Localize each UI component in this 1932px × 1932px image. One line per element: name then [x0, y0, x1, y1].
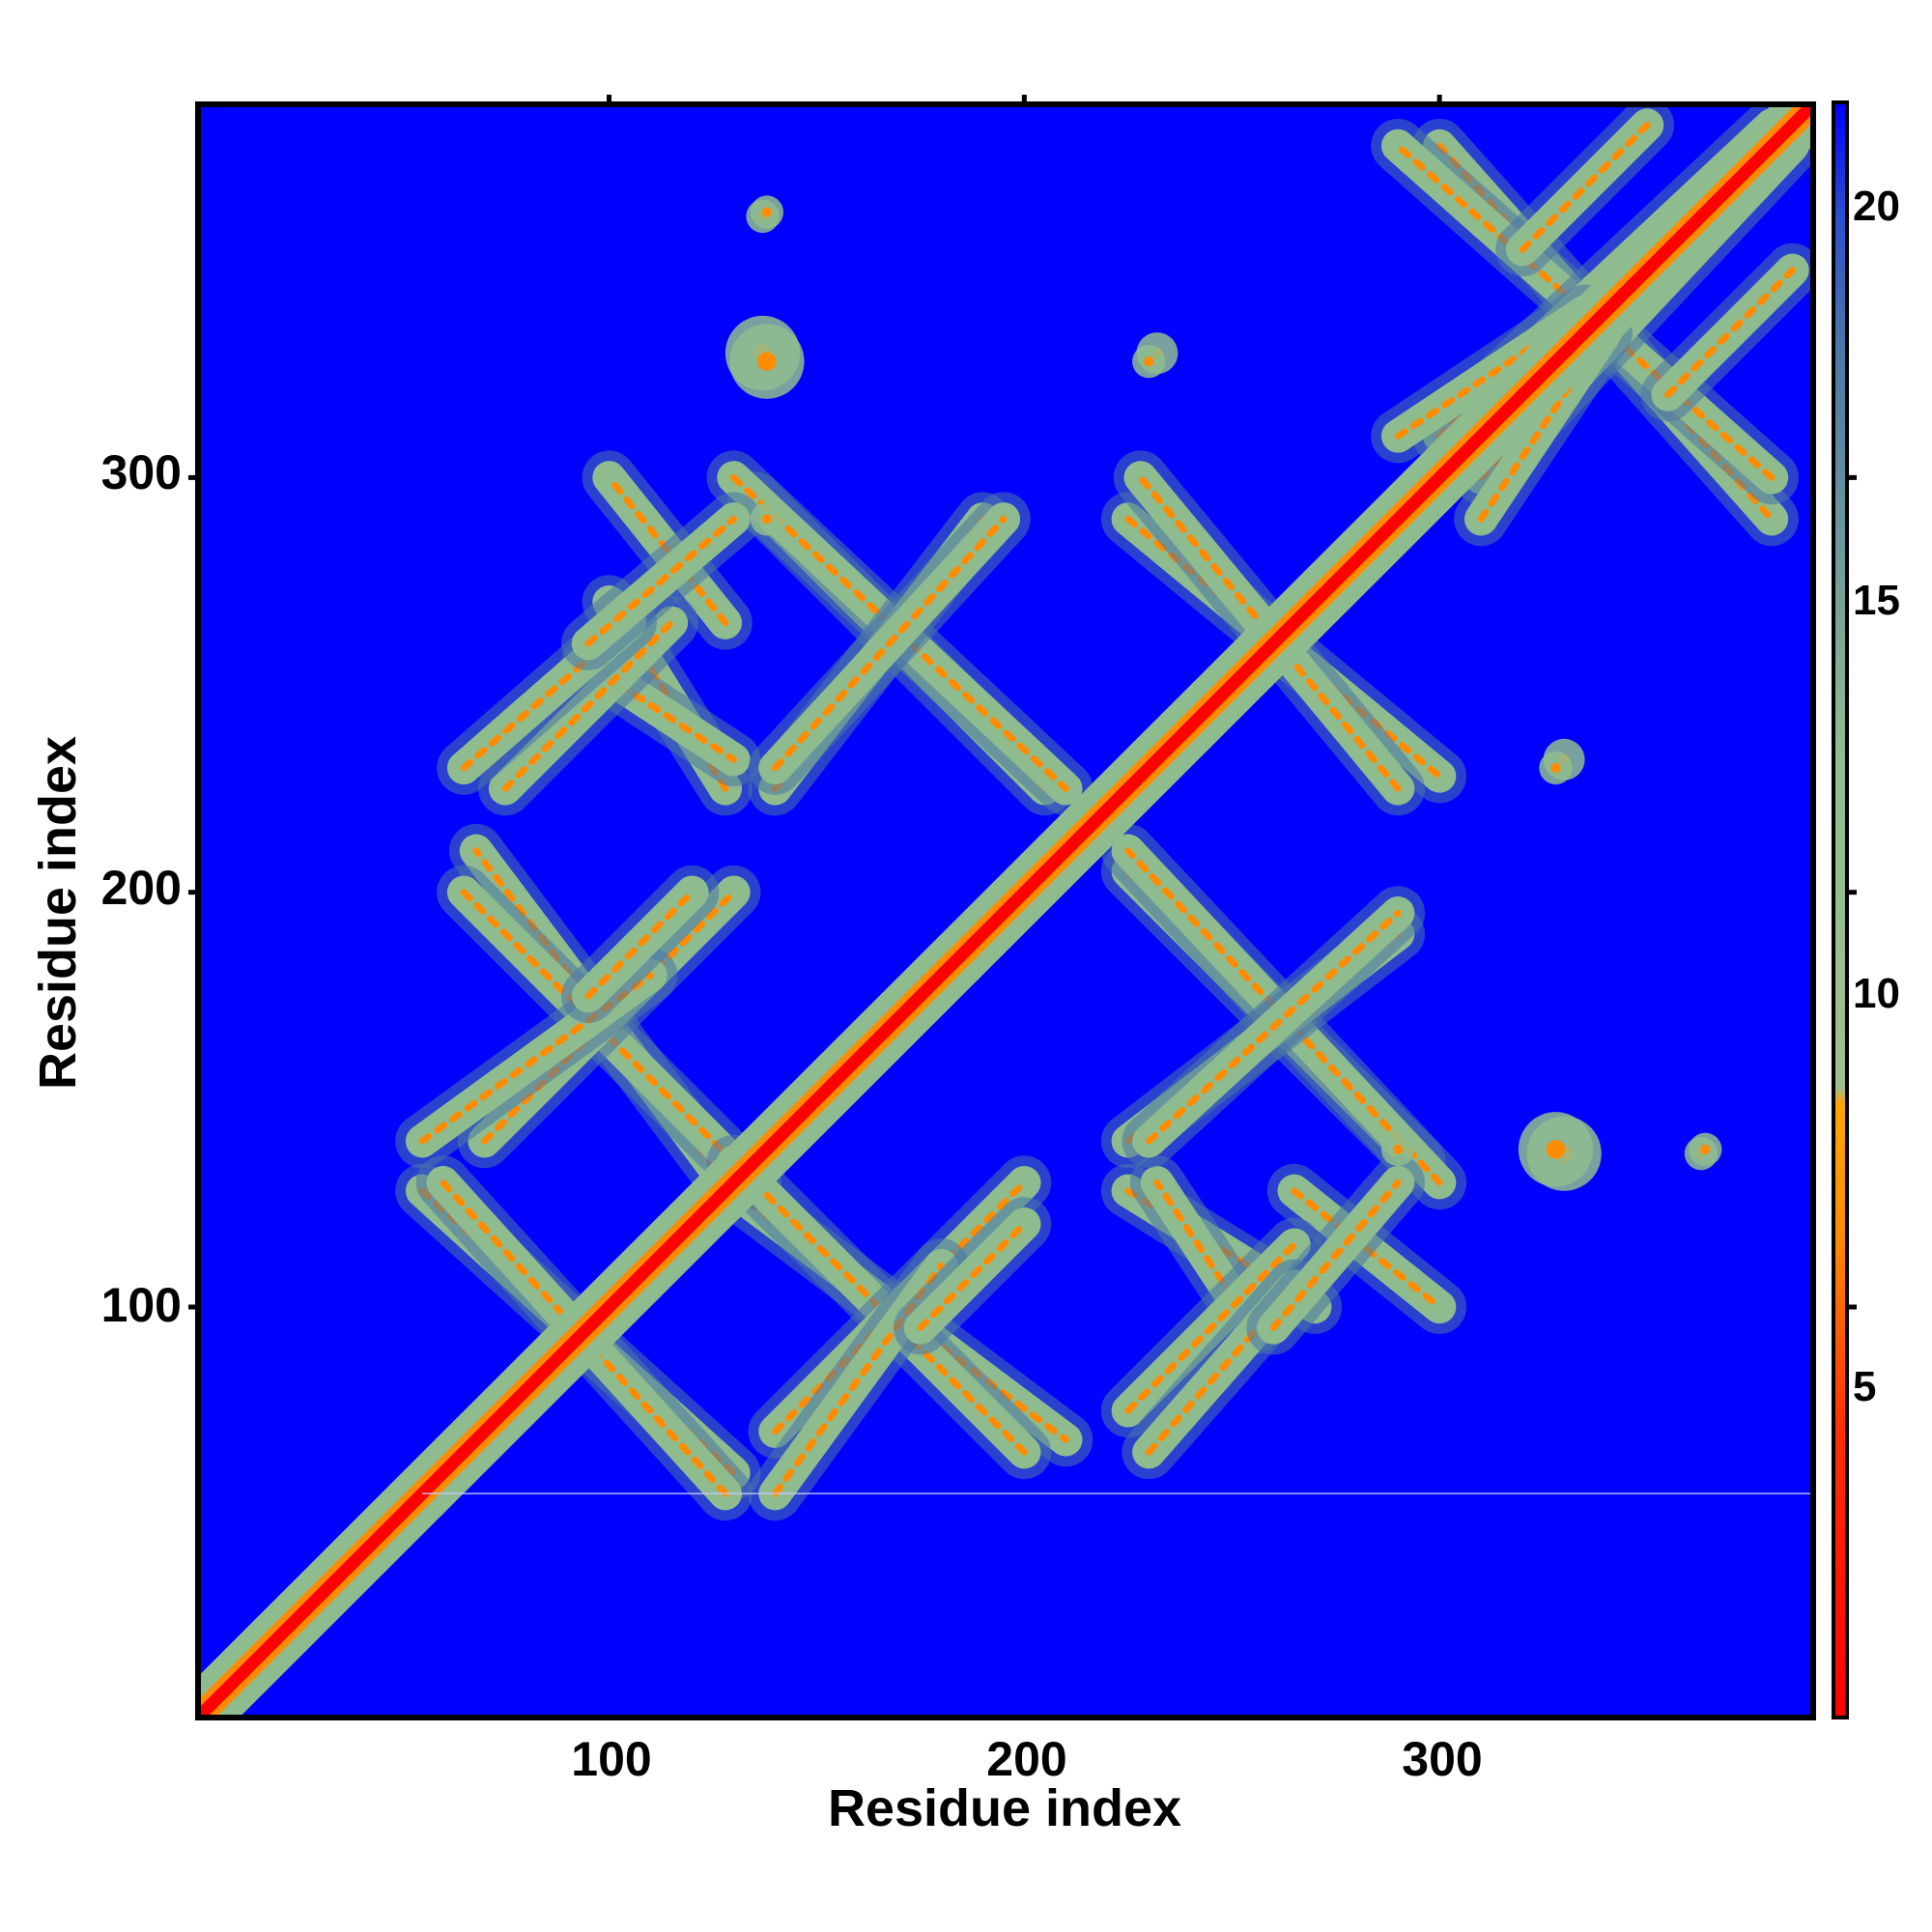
y-axis-title: Residue index: [29, 736, 87, 1090]
contact-band-20-core: [1664, 267, 1796, 398]
contact-band-15-core: [772, 515, 1008, 772]
contact-blob-core-6: [1393, 1144, 1404, 1155]
contact-band-20-mirror-core: [1519, 122, 1651, 253]
colorbar-label-5: 5: [1853, 1363, 1876, 1410]
contact-blob-core-4: [1546, 1140, 1566, 1159]
x-axis-title: Residue index: [828, 1779, 1181, 1837]
contact-band-7-mirror-core: [1137, 473, 1402, 792]
contact-blob-core-4-mirror: [757, 352, 777, 371]
contact-blob-core-5-mirror: [761, 207, 773, 217]
colorbar: [1832, 100, 1849, 1719]
contact-band-10-core: [1124, 1241, 1298, 1414]
y-tick-label-200: 200: [101, 861, 182, 915]
contact-band-13-core: [584, 889, 696, 1000]
contact-band-16-mirror-core: [1269, 1179, 1402, 1331]
colorbar-label-10: 10: [1853, 970, 1900, 1017]
x-tick-label-200: 200: [986, 1732, 1066, 1786]
y-tick-label-100: 100: [101, 1278, 182, 1332]
y-tick-label-300: 300: [101, 445, 182, 499]
colorbar-label-20: 20: [1853, 183, 1900, 230]
contact-band-16-core: [584, 515, 737, 647]
contact-blob-core-3-mirror: [1144, 356, 1154, 367]
plot-frame: [195, 101, 1816, 1720]
diagonal-core: [198, 104, 1813, 1718]
heatmap-marks: [198, 104, 1813, 1718]
x-axis-ticks: [607, 95, 1442, 104]
contact-blob-core-6-mirror: [761, 514, 773, 525]
contact-blob-core-3: [1550, 762, 1561, 774]
x-tick-label-300: 300: [1402, 1732, 1482, 1786]
contact-band-15-mirror-core: [1145, 909, 1402, 1145]
contact-band-13-mirror-core: [917, 1220, 1028, 1331]
x-tick-label-100: 100: [571, 1732, 651, 1786]
contact-blob-core-5: [1700, 1144, 1711, 1155]
colorbar-label-15: 15: [1853, 577, 1900, 624]
contact-band-10-mirror-core: [501, 619, 675, 792]
